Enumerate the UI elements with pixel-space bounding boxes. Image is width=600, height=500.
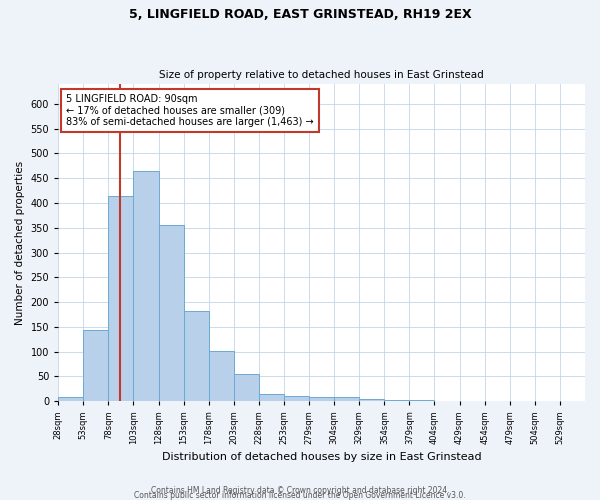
Bar <box>334 398 359 402</box>
Text: Contains HM Land Registry data © Crown copyright and database right 2024.: Contains HM Land Registry data © Crown c… <box>151 486 449 495</box>
Title: Size of property relative to detached houses in East Grinstead: Size of property relative to detached ho… <box>159 70 484 81</box>
Y-axis label: Number of detached properties: Number of detached properties <box>15 160 25 324</box>
Bar <box>234 374 259 402</box>
Bar <box>158 226 184 402</box>
Bar <box>359 399 385 402</box>
X-axis label: Distribution of detached houses by size in East Grinstead: Distribution of detached houses by size … <box>162 452 481 462</box>
Bar <box>409 400 434 402</box>
Bar <box>309 398 334 402</box>
Bar <box>83 330 109 402</box>
Text: 5 LINGFIELD ROAD: 90sqm
← 17% of detached houses are smaller (309)
83% of semi-d: 5 LINGFIELD ROAD: 90sqm ← 17% of detache… <box>66 94 314 127</box>
Bar <box>284 396 309 402</box>
Bar <box>58 398 83 402</box>
Bar <box>385 400 409 402</box>
Text: Contains public sector information licensed under the Open Government Licence v3: Contains public sector information licen… <box>134 490 466 500</box>
Bar <box>109 196 133 402</box>
Bar <box>133 171 158 402</box>
Bar <box>259 394 284 402</box>
Bar <box>184 310 209 402</box>
Bar <box>209 350 234 402</box>
Text: 5, LINGFIELD ROAD, EAST GRINSTEAD, RH19 2EX: 5, LINGFIELD ROAD, EAST GRINSTEAD, RH19 … <box>128 8 472 20</box>
